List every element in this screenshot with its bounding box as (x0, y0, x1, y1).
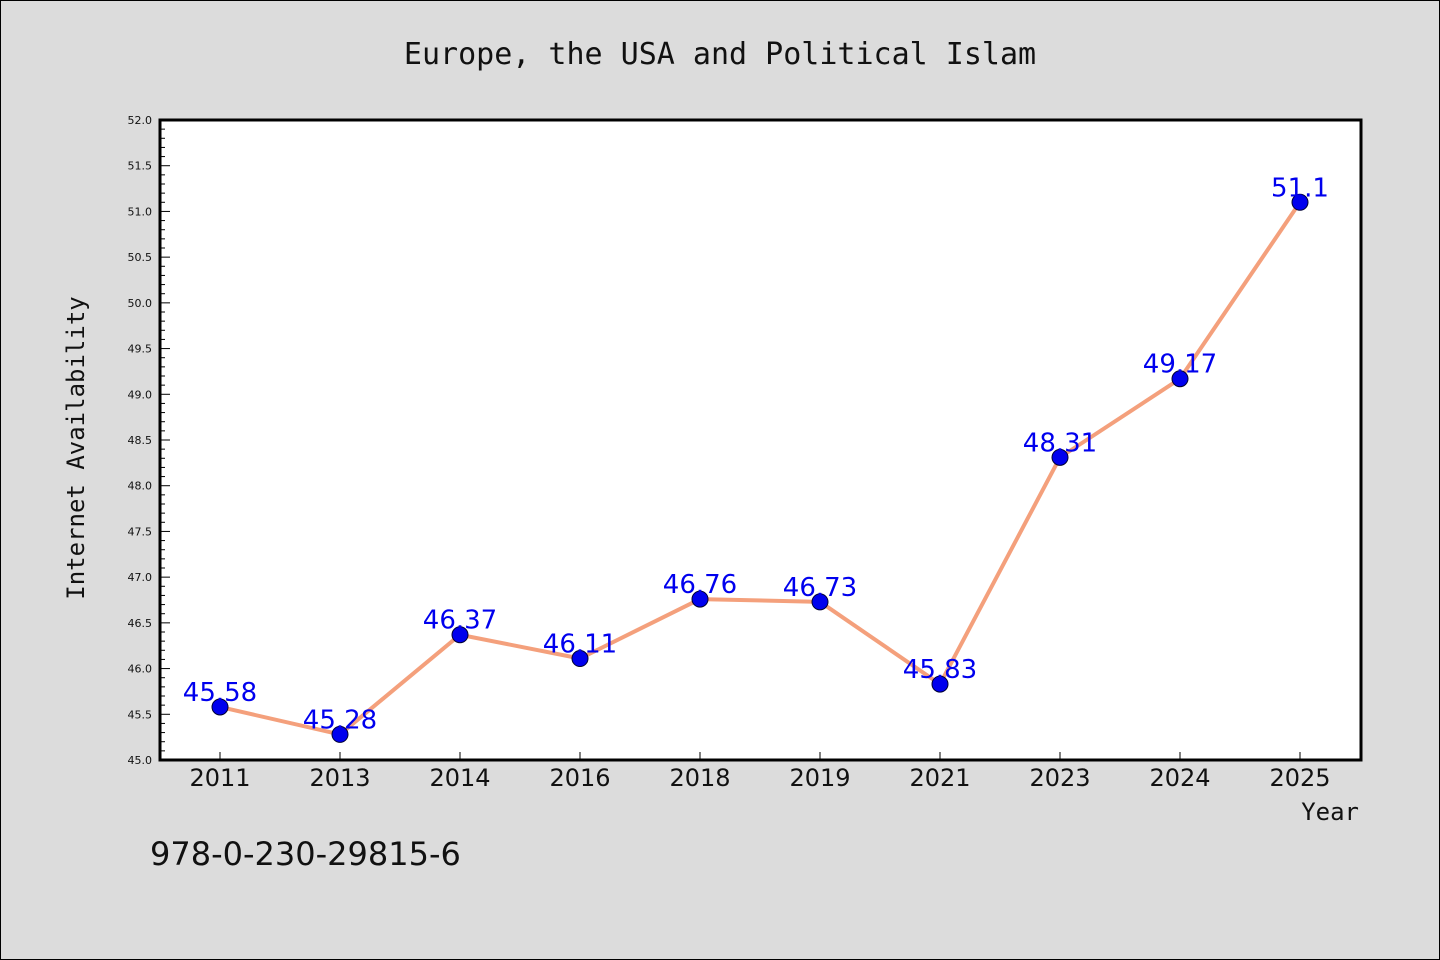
x-tick-label: 2023 (1029, 764, 1090, 792)
y-tick-label: 48.0 (128, 480, 153, 493)
y-axis: 45.0 45.5 46.0 46.5 47.0 47.5 48.0 48.5 49.0 49.5… (128, 114, 170, 767)
data-label: 45.83 (903, 655, 977, 685)
y-tick-label: 46.5 (128, 617, 153, 630)
y-tick-label: 49.0 (128, 388, 153, 401)
y-tick-label: 47.5 (128, 525, 153, 538)
y-tick-label: 52.0 (128, 114, 153, 127)
x-tick-label: 2018 (669, 764, 730, 792)
y-tick-label: 47.0 (128, 571, 153, 584)
y-tick-label: 49.5 (128, 343, 153, 356)
data-label: 46.37 (423, 606, 497, 636)
y-tick-label: 51.0 (128, 205, 153, 218)
y-tick-label: 50.5 (128, 251, 153, 264)
data-point (1291, 193, 1309, 211)
y-tick-label: 50.0 (128, 297, 153, 310)
x-tick-label: 2011 (189, 764, 250, 792)
y-tick-label: 48.5 (128, 434, 153, 447)
data-point (1171, 370, 1189, 388)
series-line (218, 200, 1302, 737)
x-tick-label: 2024 (1149, 764, 1210, 792)
data-label: 49.17 (1143, 350, 1217, 380)
data-point (691, 590, 709, 608)
plot-area (158, 118, 1363, 762)
chart-title: Europe, the USA and Political Islam (404, 37, 1036, 72)
data-point (931, 675, 949, 693)
data-point (331, 725, 349, 743)
data-point (571, 650, 589, 668)
footer-text: 978-0-230-29815-6 (150, 835, 461, 873)
y-tick-label: 45.5 (128, 708, 153, 721)
data-label: 51.1 (1271, 173, 1329, 203)
data-label: 45.28 (303, 705, 377, 735)
x-axis: 2011 2013 2014 2016 2018 2019 2021 2023 2024 2025 (189, 752, 1331, 792)
data-point (1051, 448, 1069, 466)
y-axis-label: Internet Availability (62, 296, 90, 599)
y-tick-label: 51.5 (128, 160, 153, 173)
y-tick-label: 46.0 (128, 663, 153, 676)
data-point (811, 593, 829, 611)
data-label: 48.31 (1023, 428, 1097, 458)
data-label: 46.76 (663, 570, 737, 600)
data-label: 46.73 (783, 573, 857, 603)
x-tick-label: 2021 (909, 764, 970, 792)
data-label: 46.11 (543, 630, 617, 660)
series-line-layer: 45.58 45.28 46.37 46.11 46.76 46.73 45.83 48.31… (183, 173, 1329, 743)
x-tick-label: 2025 (1269, 764, 1330, 792)
data-point (451, 626, 469, 644)
x-tick-label: 2013 (309, 764, 370, 792)
x-tick-label: 2014 (429, 764, 490, 792)
y-tick-label: 45.0 (128, 754, 153, 767)
data-label: 45.58 (183, 678, 257, 708)
x-axis-label: Year (1301, 798, 1359, 826)
x-tick-label: 2019 (789, 764, 850, 792)
x-tick-label: 2016 (549, 764, 610, 792)
data-point (211, 698, 229, 716)
